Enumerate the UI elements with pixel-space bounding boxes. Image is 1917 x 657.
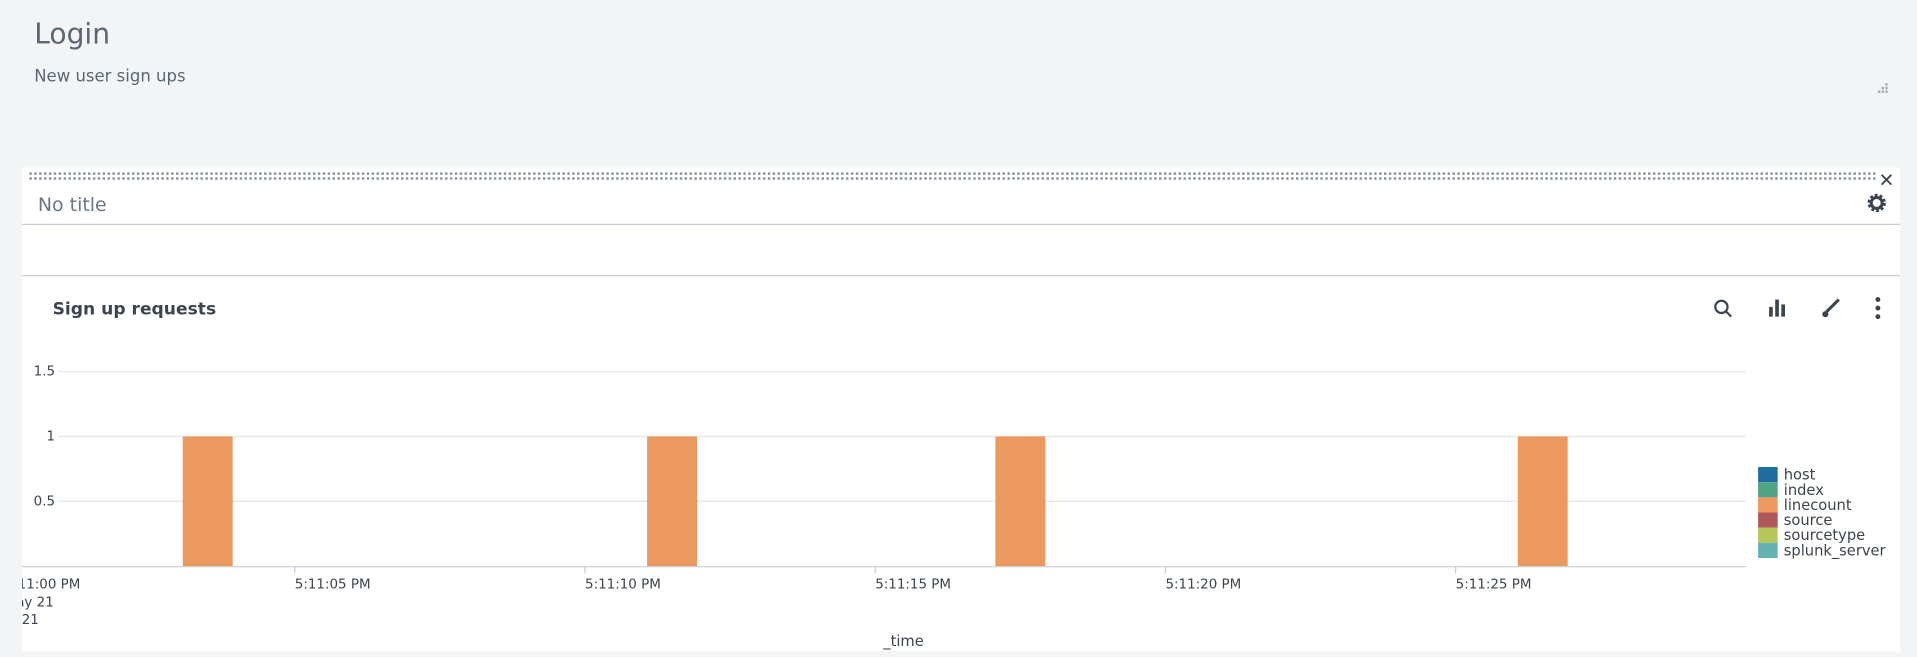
legend-label: splunk_server xyxy=(1784,542,1887,559)
x-tick-label: 5:11:00 PM xyxy=(5,577,81,592)
legend-swatch xyxy=(1758,512,1778,528)
legend-label: source xyxy=(1784,512,1833,529)
close-button[interactable] xyxy=(1880,174,1893,186)
x-tick-label: 5:11:25 PM xyxy=(1456,577,1532,592)
bar xyxy=(182,436,233,567)
more-icon[interactable] xyxy=(1875,297,1881,320)
y-tick-label: 1 xyxy=(46,429,55,444)
x-tick-label: 5:11:20 PM xyxy=(1165,577,1241,592)
bar xyxy=(995,436,1046,567)
panel-title[interactable]: No title xyxy=(38,194,107,216)
y-tick-label: 1.5 xyxy=(34,365,55,380)
dashboard-description: New user sign ups xyxy=(34,67,185,86)
x-axis-title: _time xyxy=(882,633,923,650)
legend-swatch xyxy=(1758,542,1778,558)
x-tick-label: 5:11:05 PM xyxy=(295,577,371,592)
x-year-label: 2021 xyxy=(5,613,39,628)
visualization-icon[interactable] xyxy=(1769,299,1785,317)
plot-area: 0.5 1 1.5 5:11:00 PM May 21 2021 5:11:05 PM 5:1… xyxy=(5,365,1746,628)
legend-label: linecount xyxy=(1784,497,1852,514)
panel xyxy=(22,167,1900,652)
legend-label: index xyxy=(1784,482,1824,499)
settings-button[interactable] xyxy=(1867,193,1886,213)
legend-label: host xyxy=(1784,467,1816,484)
bar xyxy=(647,436,698,567)
legend-swatch xyxy=(1758,497,1778,513)
search-icon[interactable] xyxy=(1714,299,1732,318)
x-tick-label: 5:11:10 PM xyxy=(585,577,661,592)
legend-swatch xyxy=(1758,467,1778,483)
legend-swatch xyxy=(1758,482,1778,498)
bar xyxy=(1517,436,1568,567)
plot: 0.5 1 1.5 5:11:00 PM May 21 2021 5:11:05 PM 5:1… xyxy=(5,365,1746,628)
x-tick-label: 5:11:15 PM xyxy=(875,577,951,592)
chart-title: Sign up requests xyxy=(53,299,217,319)
dashboard-title: Login xyxy=(34,17,110,50)
resize-grip xyxy=(1877,83,1888,93)
y-tick-label: 0.5 xyxy=(34,494,55,509)
legend-label: sourcetype xyxy=(1784,527,1865,544)
x-date-label: May 21 xyxy=(5,596,54,611)
format-icon[interactable] xyxy=(1822,298,1840,318)
legend-swatch xyxy=(1758,527,1778,543)
